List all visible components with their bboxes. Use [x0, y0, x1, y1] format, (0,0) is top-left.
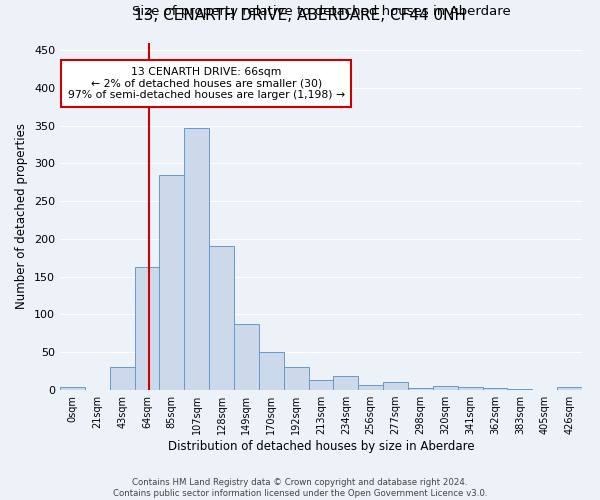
Bar	[458, 387, 482, 390]
Text: 13 CENARTH DRIVE: 66sqm
← 2% of detached houses are smaller (30)
97% of semi-det: 13 CENARTH DRIVE: 66sqm ← 2% of detached…	[68, 67, 345, 100]
Y-axis label: Number of detached properties: Number of detached properties	[16, 123, 28, 309]
Bar	[308, 380, 334, 390]
Bar	[184, 128, 209, 390]
Bar	[110, 368, 134, 390]
Bar	[557, 387, 582, 390]
Bar	[209, 246, 234, 390]
Bar	[383, 382, 408, 390]
Text: 13, CENARTH DRIVE, ABERDARE, CF44 0NH: 13, CENARTH DRIVE, ABERDARE, CF44 0NH	[134, 8, 466, 22]
Bar	[508, 389, 532, 390]
Bar	[433, 386, 458, 390]
Title: Size of property relative to detached houses in Aberdare: Size of property relative to detached ho…	[131, 4, 511, 18]
Bar	[234, 324, 259, 390]
Bar	[408, 388, 433, 390]
Bar	[134, 267, 160, 390]
Bar	[482, 388, 508, 390]
Bar	[160, 174, 184, 390]
Bar	[358, 384, 383, 390]
Text: Contains HM Land Registry data © Crown copyright and database right 2024.
Contai: Contains HM Land Registry data © Crown c…	[113, 478, 487, 498]
X-axis label: Distribution of detached houses by size in Aberdare: Distribution of detached houses by size …	[167, 440, 475, 453]
Bar	[334, 376, 358, 390]
Bar	[60, 387, 85, 390]
Bar	[259, 352, 284, 390]
Bar	[284, 368, 308, 390]
